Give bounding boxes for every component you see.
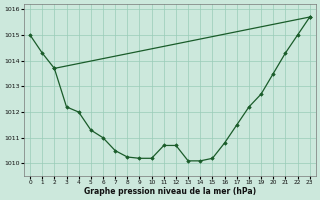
X-axis label: Graphe pression niveau de la mer (hPa): Graphe pression niveau de la mer (hPa) — [84, 187, 256, 196]
